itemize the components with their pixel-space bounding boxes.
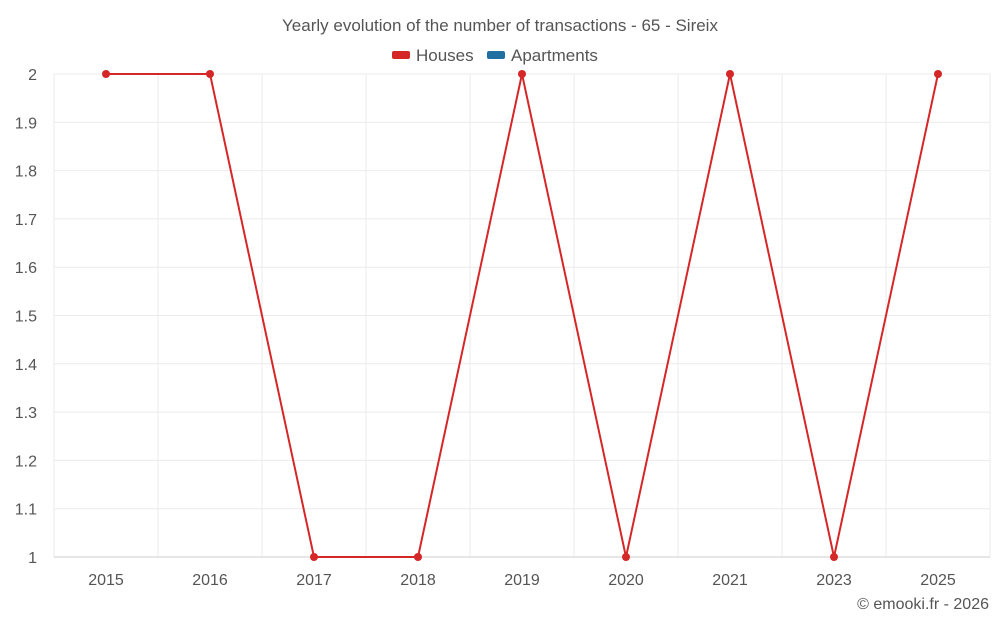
data-point-houses[interactable]: [622, 553, 630, 561]
x-tick-label: 2017: [296, 572, 332, 589]
y-tick-label: 1.9: [15, 115, 37, 132]
y-tick-label: 1: [28, 550, 37, 567]
chart-title: Yearly evolution of the number of transa…: [282, 16, 718, 35]
data-point-houses[interactable]: [414, 553, 422, 561]
x-tick-label: 2016: [192, 572, 228, 589]
data-point-houses[interactable]: [830, 553, 838, 561]
legend-label-houses: Houses: [416, 46, 474, 65]
y-tick-label: 1.5: [15, 309, 37, 326]
legend-item-apartments[interactable]: Apartments: [487, 46, 598, 65]
x-tick-label: 2025: [920, 572, 956, 589]
legend-item-houses[interactable]: Houses: [392, 46, 474, 65]
y-tick-label: 1.3: [15, 405, 37, 422]
y-tick-label: 2: [28, 67, 37, 84]
y-tick-label: 1.7: [15, 212, 37, 229]
legend-label-apartments: Apartments: [511, 46, 598, 65]
axes: 1 1.1 1.2 1.3 1.4 1.5 1.6 1.7 1.8 1.9 2 2015 2016 201…: [15, 67, 990, 589]
y-tick-label: 1.2: [15, 453, 37, 470]
x-tick-label: 2015: [88, 572, 124, 589]
x-tick-label: 2018: [400, 572, 436, 589]
y-tick-label: 1.6: [15, 260, 37, 277]
legend-swatch-apartments: [487, 51, 505, 59]
data-point-houses[interactable]: [310, 553, 318, 561]
legend-swatch-houses: [392, 51, 410, 59]
data-point-houses[interactable]: [102, 70, 110, 78]
y-tick-label: 1.1: [15, 502, 37, 519]
x-tick-label: 2021: [712, 572, 748, 589]
y-tick-label: 1.4: [15, 357, 37, 374]
y-tick-label: 1.8: [15, 164, 37, 181]
x-tick-label: 2020: [608, 572, 644, 589]
x-tick-label: 2023: [816, 572, 852, 589]
data-point-houses[interactable]: [934, 70, 942, 78]
legend: Houses Apartments: [392, 46, 598, 65]
credit-text: © emooki.fr - 2026: [857, 596, 989, 613]
series-layer: [102, 70, 942, 561]
x-tick-label: 2019: [504, 572, 540, 589]
data-point-houses[interactable]: [206, 70, 214, 78]
data-point-houses[interactable]: [518, 70, 526, 78]
data-point-houses[interactable]: [726, 70, 734, 78]
